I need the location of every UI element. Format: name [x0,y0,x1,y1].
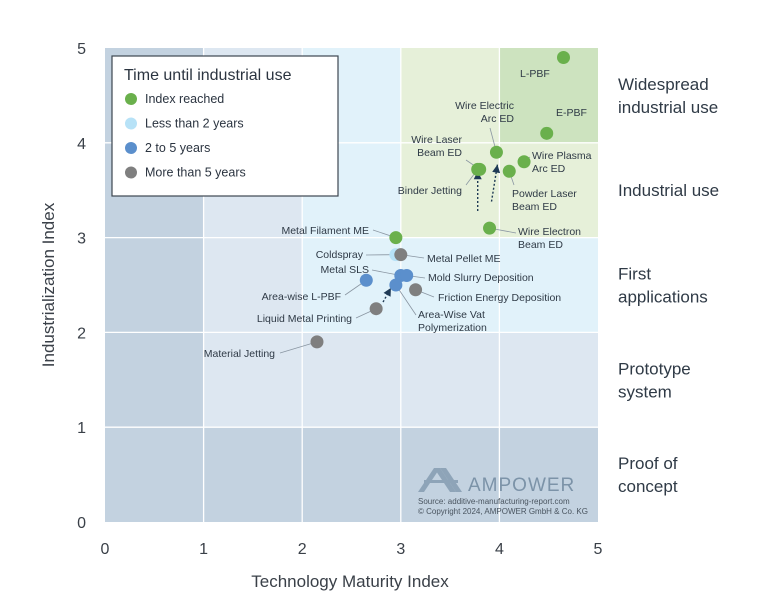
point-label: Polymerization [418,322,487,334]
point-label: Wire Laser [411,134,462,146]
legend-title: Time until industrial use [124,67,292,84]
point-label: Mold Slurry Deposition [428,272,534,284]
point-label: Metal SLS [321,264,369,276]
legend-marker [125,166,137,179]
legend-item-label: More than 5 years [145,166,246,180]
data-point [489,145,503,159]
stage-label: industrial use [618,98,718,117]
data-point [389,278,403,292]
legend-item-label: 2 to 5 years [145,141,210,155]
data-point [400,269,414,283]
data-point [471,162,485,176]
maturity-zone-4 [499,48,598,143]
data-point [369,302,383,316]
y-axis-title: Industrialization Index [39,202,58,367]
data-point [359,273,373,287]
point-label: Material Jetting [204,348,275,360]
x-tick-label: 0 [101,541,110,558]
point-label: Binder Jetting [398,185,462,197]
stage-labels: Widespread industrial use Industrial use Fi… [618,75,719,496]
data-point [409,283,423,297]
x-tick-label: 3 [396,541,405,558]
legend-box [111,55,339,197]
y-tick-label: 4 [77,136,86,153]
data-point [389,231,403,245]
stage-label: applications [618,288,708,307]
point-label: Wire Plasma [532,150,592,162]
point-label: Coldspray [316,249,364,261]
y-tick-label: 0 [77,515,86,532]
stage-label: system [618,382,672,401]
x-tick-label: 5 [594,541,603,558]
point-label: Arc ED [481,113,515,125]
point-label: Wire Electron [518,226,581,238]
data-point [517,155,531,169]
y-tick-label: 2 [77,325,86,342]
point-label: Beam ED [518,239,563,251]
stage-label: First [618,265,651,284]
data-point [502,164,516,178]
legend-marker [125,142,137,154]
stage-label: concept [618,477,678,496]
stage-label: Proof of [618,454,678,473]
data-point [394,248,408,262]
point-label: Arc ED [532,163,566,175]
stage-label: Industrial use [618,181,719,200]
ampower-logo-icon [418,468,462,492]
x-tick-label: 2 [298,541,307,558]
y-tick-label: 3 [77,231,86,248]
legend-marker [125,117,137,130]
data-point [556,50,570,64]
point-label: Powder Laser [512,188,577,200]
branding: AMPOWER Source: additive-manufacturing-r… [418,468,588,516]
point-label: Beam ED [512,201,557,213]
legend-item-label: Less than 2 years [145,117,244,131]
point-label: Liquid Metal Printing [257,313,352,325]
trend-arrow-head [383,287,391,297]
point-label: E-PBF [556,107,587,119]
point-label: L-PBF [520,68,550,80]
stage-label: Prototype [618,359,691,378]
data-points [310,50,570,349]
y-tick-label: 1 [77,420,86,437]
stage-label: Widespread [618,75,709,94]
legend: Time until industrial use Index reached L… [111,55,339,197]
legend-item-label: Index reached [145,92,224,106]
brand-name: AMPOWER [468,475,575,496]
source-note: Source: additive-manufacturing-report.co… [418,497,570,506]
copyright-note: © Copyright 2024, AMPOWER GmbH & Co. KG [418,507,588,516]
point-label: Metal Pellet ME [427,253,501,265]
data-point [483,221,497,235]
gridlines [105,48,598,522]
trend-arrows [382,164,501,303]
point-label: Area-Wise Vat [418,309,485,321]
point-label: Area-wise L-PBF [262,291,341,303]
trend-arrow-head [492,164,501,174]
legend-marker [125,93,137,105]
x-tick-label: 1 [199,541,208,558]
x-tick-label: 4 [495,541,504,558]
point-label: Metal Filament ME [281,225,369,237]
data-point [540,126,554,140]
point-label: Beam ED [417,147,462,159]
x-axis-title: Technology Maturity Index [251,572,449,591]
y-tick-label: 5 [77,41,86,58]
data-point [310,335,324,349]
point-label: Friction Energy Deposition [438,292,561,304]
point-label: Wire Electric [455,100,514,112]
axis-ticks: 0 1 2 3 4 5 0 1 2 3 4 5 [77,41,602,558]
